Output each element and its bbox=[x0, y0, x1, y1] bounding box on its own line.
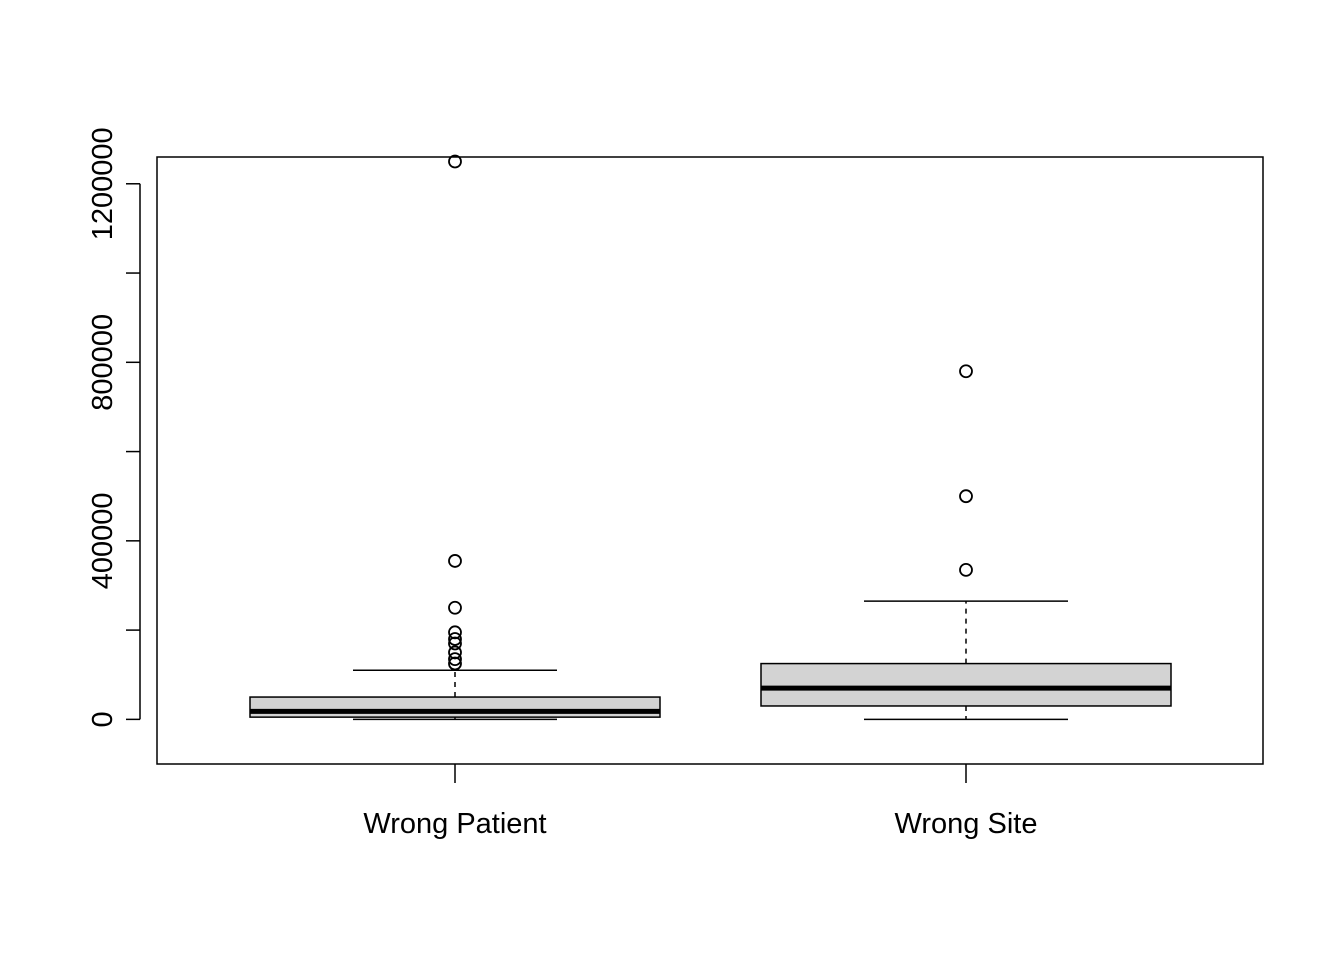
outlier-point bbox=[448, 625, 462, 640]
y-tick-label: 0 bbox=[87, 711, 119, 727]
outlier-point bbox=[959, 562, 973, 577]
outlier-point bbox=[448, 600, 462, 615]
outlier-point bbox=[448, 652, 462, 667]
x-tick-label: Wrong Site bbox=[895, 808, 1038, 840]
outlier-point bbox=[448, 554, 462, 568]
outlier-point bbox=[959, 489, 973, 504]
outlier-point bbox=[448, 645, 462, 660]
box bbox=[249, 696, 661, 718]
outlier-point bbox=[448, 154, 462, 169]
x-tick-label: Wrong Patient bbox=[363, 808, 546, 840]
x-axis: Wrong Patient Wrong Site bbox=[363, 764, 1037, 840]
plot-frame bbox=[156, 156, 1264, 765]
boxes bbox=[249, 154, 1172, 721]
y-tick-label: 400000 bbox=[87, 492, 119, 589]
outlier-point bbox=[448, 632, 462, 646]
y-tick-label: 800000 bbox=[87, 314, 119, 411]
y-tick-label: 1200000 bbox=[87, 127, 119, 240]
y-axis: 0 400000 800000 1200000 bbox=[87, 127, 141, 727]
box-group bbox=[760, 364, 1172, 721]
box bbox=[760, 662, 1172, 707]
box-group bbox=[249, 154, 661, 721]
outlier-point bbox=[959, 364, 973, 379]
